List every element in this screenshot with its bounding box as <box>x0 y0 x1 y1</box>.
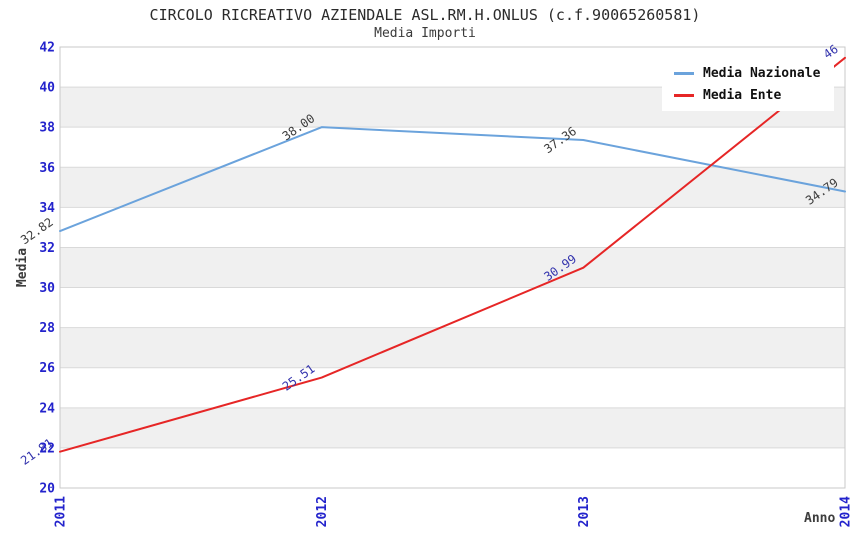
y-tick-label: 26 <box>39 361 55 376</box>
y-tick-label: 24 <box>39 401 55 416</box>
y-tick-label: 36 <box>39 161 55 176</box>
y-tick-label: 40 <box>39 81 55 96</box>
chart-subtitle: Media Importi <box>374 26 476 41</box>
y-tick-label: 42 <box>39 41 55 56</box>
x-axis-label: Anno <box>804 511 836 526</box>
legend-item: Media Ente <box>674 84 820 106</box>
y-tick-label: 22 <box>39 441 55 456</box>
legend-item-label: Media Nazionale <box>703 65 821 81</box>
series-line-media-ente <box>59 56 846 453</box>
chart-title: CIRCOLO RICREATIVO AZIENDALE ASL.RM.H.ON… <box>149 6 701 24</box>
x-tick-label: 2012 <box>315 496 330 527</box>
y-tick-label: 38 <box>39 121 55 136</box>
legend-item-label: Media Ente <box>703 87 782 103</box>
legend-item: Media Nazionale <box>674 62 820 84</box>
x-tick-label: 2014 <box>839 496 850 527</box>
legend-swatch-line-icon <box>674 71 694 75</box>
y-tick-label: 32 <box>39 241 55 256</box>
plot-band <box>60 407 845 448</box>
y-tick-label: 30 <box>39 281 55 296</box>
legend: Media Nazionale Media Ente <box>662 57 835 111</box>
plot-border <box>59 46 846 489</box>
plot-band <box>60 247 845 288</box>
y-tick-label: 28 <box>39 321 55 336</box>
plot-band <box>60 167 845 208</box>
x-tick-label: 2013 <box>577 496 592 527</box>
y-axis-label: Media <box>15 247 31 288</box>
series-line-media-nazionale <box>59 126 846 233</box>
y-tick-label: 34 <box>39 201 55 216</box>
y-tick-label: 20 <box>39 482 55 497</box>
legend-swatch-line-icon <box>674 93 694 97</box>
plot-band <box>60 327 845 368</box>
x-tick-label: 2011 <box>54 496 69 527</box>
